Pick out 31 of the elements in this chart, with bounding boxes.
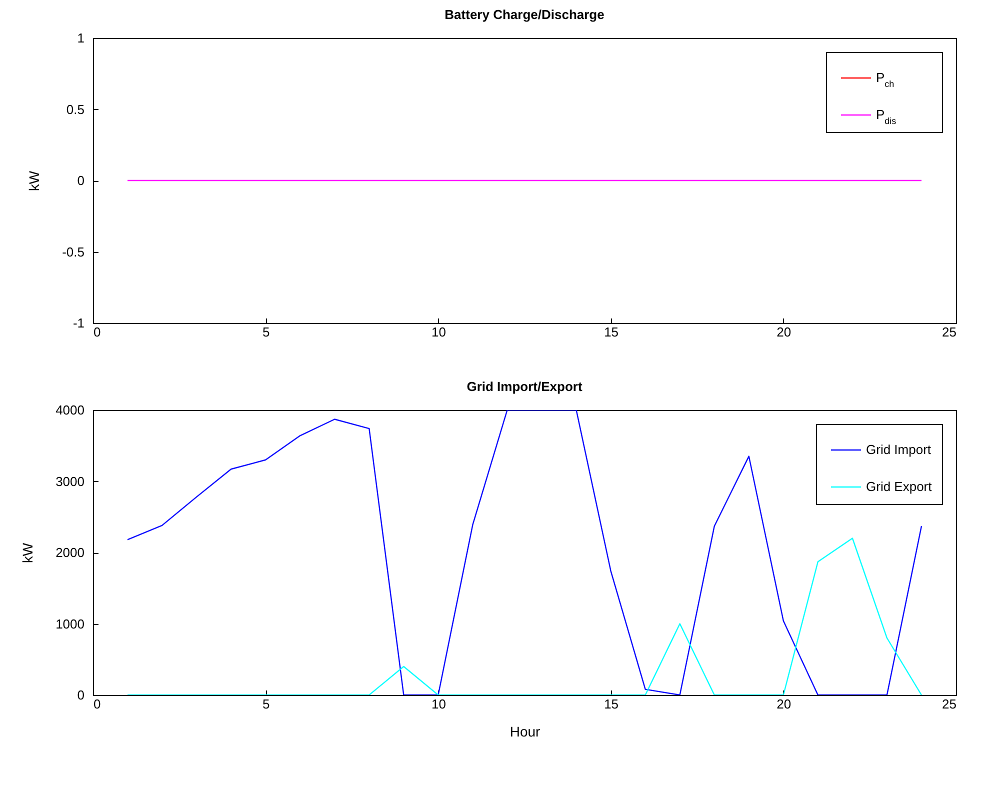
y-tick-label: -1 xyxy=(72,316,84,330)
x-tick-label: 25 xyxy=(942,696,956,712)
x-tick-label: 20 xyxy=(776,696,792,712)
line-series xyxy=(126,538,922,695)
x-tick-label: 5 xyxy=(262,696,270,712)
x-tick-label: 20 xyxy=(776,324,792,340)
x-tick-label: 0 xyxy=(94,324,101,340)
legend-label: P$_{dis}$ xyxy=(876,107,897,126)
chart-title: Battery Charge/Discharge xyxy=(444,7,604,22)
x-tick-label: 0 xyxy=(94,696,101,712)
y-tick-label: -0.5 xyxy=(62,244,84,260)
y-tick-label: 4000 xyxy=(56,402,84,418)
legend-label: Grid Import xyxy=(866,442,932,457)
x-tick-label: 5 xyxy=(262,324,270,340)
y-tick-label: 2000 xyxy=(56,545,84,560)
y-axis-title: kW xyxy=(26,170,42,192)
x-axis-title: Hour xyxy=(510,724,541,740)
x-tick-label: 15 xyxy=(604,696,619,712)
chart-title: Grid Import/Export xyxy=(466,379,583,394)
y-tick-label: 1000 xyxy=(56,616,84,632)
y-tick-label: 1 xyxy=(77,30,84,46)
legend-label: P$_{ch}$ xyxy=(876,70,894,89)
x-tick-label: 10 xyxy=(431,696,446,712)
x-tick-label: 10 xyxy=(431,324,446,340)
y-tick-label: 0 xyxy=(77,173,84,188)
x-tick-label: 15 xyxy=(604,324,619,340)
legend-label: Grid Export xyxy=(866,479,932,494)
y-tick-label: 0.5 xyxy=(66,102,84,117)
y-tick-label: 3000 xyxy=(56,474,84,489)
y-axis-title: kW xyxy=(20,542,36,564)
x-tick-label: 25 xyxy=(942,324,956,340)
